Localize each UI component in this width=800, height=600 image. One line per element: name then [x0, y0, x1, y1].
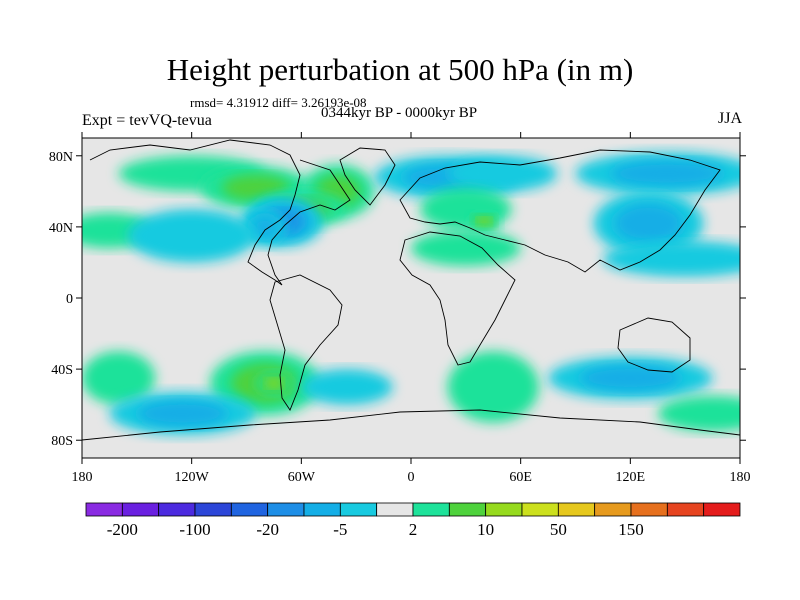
anomaly-region [614, 203, 683, 244]
anomaly-region [579, 364, 681, 392]
season-label: JJA [717, 110, 742, 127]
colorbar-swatch [267, 502, 305, 517]
colorbar-swatch [703, 502, 741, 517]
colorbar-swatch [666, 502, 705, 517]
colorbar-swatch [121, 502, 160, 517]
height-anomaly-field [82, 152, 740, 435]
colorbar-swatch [521, 502, 559, 517]
lat-tick-label: 80S [51, 434, 73, 449]
australia-coastline [617, 317, 691, 373]
colorbar-swatch [303, 502, 341, 517]
anomaly-region [411, 230, 521, 266]
colorbar-swatch [230, 502, 269, 517]
anomaly-region [301, 369, 393, 405]
colorbar-swatch [412, 502, 450, 517]
colorbar-swatch [194, 502, 232, 517]
antarctica-coastline [82, 409, 740, 441]
anomaly-region [657, 395, 740, 432]
anomaly-region [610, 160, 724, 187]
lat-tick-label: 40S [51, 363, 73, 378]
colorbar-swatch [594, 502, 632, 517]
lon-tick-label: 180 [730, 470, 751, 485]
lon-tick-label: 60E [509, 470, 532, 485]
anomaly-region [447, 155, 558, 192]
eurasia-coastline [399, 149, 721, 273]
anomaly-region [602, 241, 740, 277]
anomaly-region [477, 217, 491, 226]
colorbar-swatch [630, 502, 668, 517]
colorbar-label: -100 [179, 520, 210, 539]
lon-tick-label: 60W [288, 470, 316, 485]
africa-coastline [399, 231, 516, 366]
figure-title: Height perturbation at 500 hPa (in m) [166, 52, 634, 87]
axis-ticks: 80N 40N 0 40S 80S 180 120W 60W 0 60E 120E 180 [49, 132, 751, 485]
colorbar-label: -200 [107, 520, 138, 539]
colorbar-swatch [557, 502, 596, 517]
lat-tick-label: 80N [49, 150, 73, 165]
colorbar-swatch [376, 502, 414, 517]
anomaly-region [447, 351, 539, 423]
anomaly-region [127, 209, 256, 263]
anomaly-region [221, 174, 290, 201]
colorbar-label: -5 [333, 520, 347, 539]
colorbar-swatch [339, 502, 378, 517]
colorbar-label: 10 [477, 520, 494, 539]
period-label: 0344kyr BP - 0000kyr BP [321, 105, 478, 121]
colorbar-swatch [448, 502, 487, 517]
anomaly-region [137, 400, 228, 427]
lon-tick-label: 180 [72, 470, 93, 485]
stats-label: rmsd= 4.31912 diff= 3.26193e-08 [190, 95, 367, 110]
colorbar-label: 50 [550, 520, 567, 539]
lat-tick-label: 40N [49, 221, 73, 236]
coastline-layer [82, 139, 740, 441]
lat-tick-label: 0 [66, 292, 73, 307]
anomaly-region [82, 351, 156, 405]
colorbar-label: -20 [256, 520, 279, 539]
colorbar-swatch [158, 502, 196, 517]
lon-tick-label: 120W [175, 470, 210, 485]
colorbar-label: 2 [409, 520, 418, 539]
lon-tick-label: 120E [616, 470, 646, 485]
south-america-coastline [269, 274, 343, 411]
anomaly-region [265, 378, 283, 389]
greenland-coastline [339, 147, 396, 206]
colorbar: -200 -100 -20 -5 2 10 50 150 [85, 502, 741, 539]
anomaly-region [251, 215, 279, 238]
north-america-coastline [89, 139, 351, 286]
colorbar-swatch [85, 502, 123, 517]
experiment-label: Expt = tevVQ-tevua [82, 112, 212, 129]
colorbar-label: 150 [618, 520, 644, 539]
colorbar-swatch [485, 502, 523, 517]
lon-tick-label: 0 [408, 470, 415, 485]
